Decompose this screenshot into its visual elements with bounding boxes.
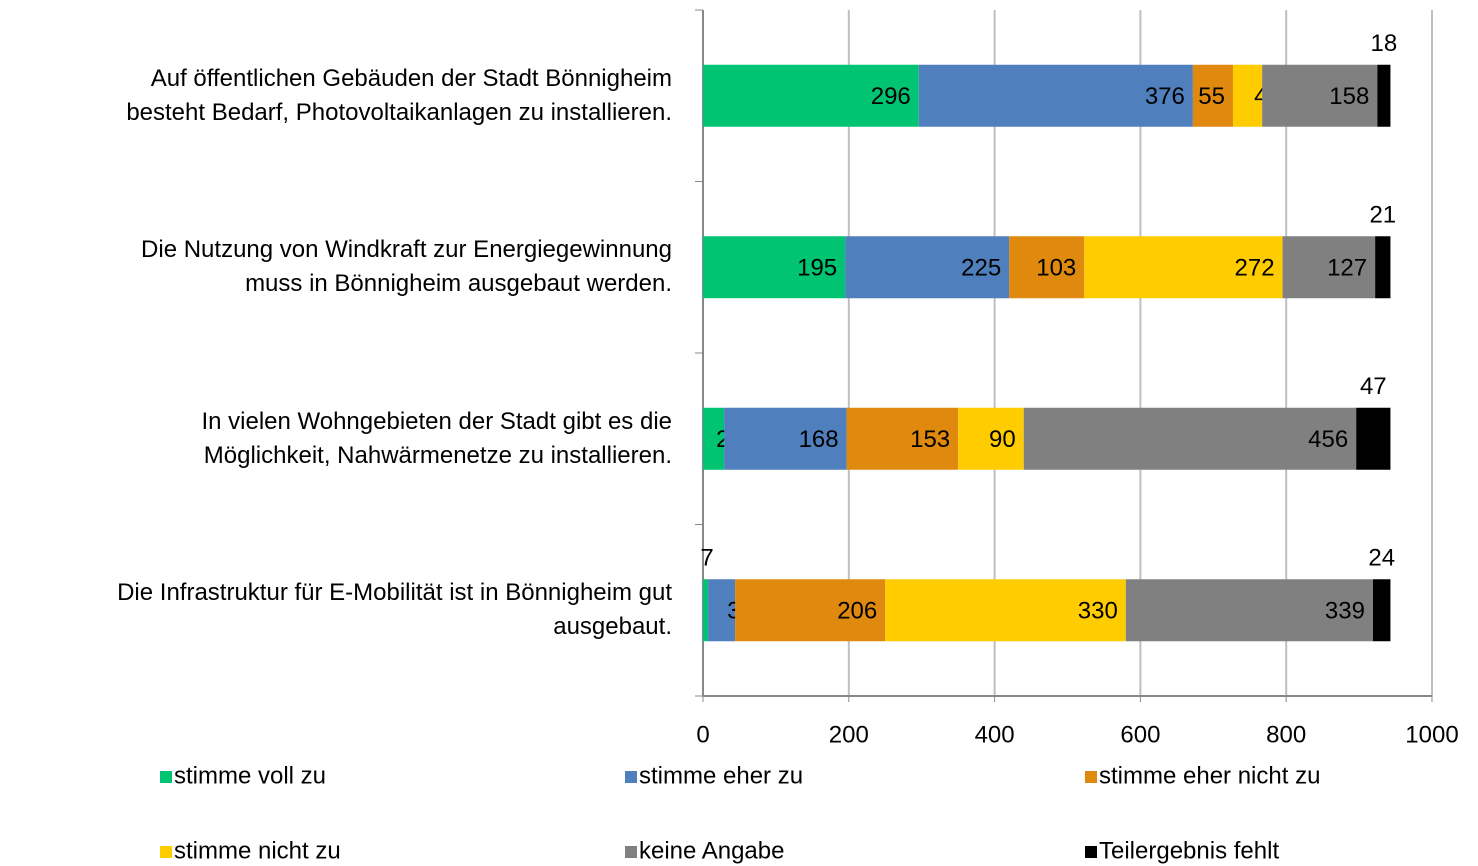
legend-swatch <box>625 771 637 783</box>
bar-segment <box>1125 579 1373 642</box>
bar-segment <box>1356 407 1391 470</box>
data-label: 90 <box>989 426 1016 453</box>
bar-segment <box>703 579 709 642</box>
bar-segment <box>845 236 1010 299</box>
bar-segment <box>708 579 736 642</box>
bar-segment <box>703 236 846 299</box>
data-label: 168 <box>799 426 839 453</box>
bar-segment <box>1375 236 1391 299</box>
data-label: 7 <box>700 545 713 572</box>
data-label: 24 <box>1368 545 1395 572</box>
data-label: 272 <box>1235 255 1275 282</box>
data-label: 456 <box>1308 426 1348 453</box>
bar-segment <box>703 64 919 127</box>
data-label: 21 <box>1369 202 1396 229</box>
x-tick-label: 200 <box>829 721 869 748</box>
data-label: 158 <box>1329 83 1369 110</box>
bar-segment <box>735 579 886 642</box>
legend-label: stimme voll zu <box>174 762 326 789</box>
legend-label: stimme nicht zu <box>174 837 341 864</box>
data-label: 153 <box>910 426 950 453</box>
bar-segment <box>1084 236 1283 299</box>
legend-label: stimme eher zu <box>639 762 803 789</box>
bar-segment <box>1377 64 1391 127</box>
data-label: 18 <box>1371 30 1398 57</box>
category-label: Auf öffentlichen Gebäuden der Stadt Bönn… <box>126 64 672 126</box>
x-tick-label: 400 <box>975 721 1015 748</box>
x-tick-label: 0 <box>696 721 709 748</box>
bar-segment <box>846 407 959 470</box>
bar-segment <box>1192 64 1233 127</box>
bar-segment <box>1372 579 1391 642</box>
bar-segment <box>1023 407 1357 470</box>
bar-segment <box>958 407 1024 470</box>
legend-swatch <box>160 846 172 858</box>
x-tick-label: 1000 <box>1405 721 1458 748</box>
legend-label: stimme eher nicht zu <box>1099 762 1320 789</box>
bar-segment <box>1009 236 1085 299</box>
x-tick-label: 600 <box>1120 721 1160 748</box>
legend-swatch <box>1085 771 1097 783</box>
bar-segment <box>918 64 1193 127</box>
legend-label: keine Angabe <box>639 837 784 864</box>
category-label: Die Nutzung von Windkraft zur Energiegew… <box>141 236 672 298</box>
category-label: In vielen Wohngebieten der Stadt gibt es… <box>201 407 672 469</box>
data-label: 225 <box>961 255 1001 282</box>
data-label: 296 <box>871 83 911 110</box>
bar-segment <box>703 407 725 470</box>
category-label: Die Infrastruktur für E-Mobilität ist in… <box>117 579 672 641</box>
bar-segment <box>724 407 847 470</box>
legend-swatch <box>1085 846 1097 858</box>
x-tick-label: 800 <box>1266 721 1306 748</box>
data-label: 339 <box>1325 598 1365 625</box>
bar-segment <box>1282 236 1376 299</box>
data-label: 195 <box>797 255 837 282</box>
bar-segment <box>1262 64 1378 127</box>
bar-segment <box>885 579 1126 642</box>
bar-segment <box>1232 64 1263 127</box>
data-label: 127 <box>1327 255 1367 282</box>
data-label: 376 <box>1145 83 1185 110</box>
data-label: 330 <box>1078 598 1118 625</box>
data-label: 206 <box>837 598 877 625</box>
legend-swatch <box>625 846 637 858</box>
data-label: 103 <box>1036 255 1076 282</box>
legend-label: Teilergebnis fehlt <box>1099 837 1279 864</box>
data-label: 55 <box>1198 83 1225 110</box>
legend-swatch <box>160 771 172 783</box>
data-label: 47 <box>1360 373 1387 400</box>
